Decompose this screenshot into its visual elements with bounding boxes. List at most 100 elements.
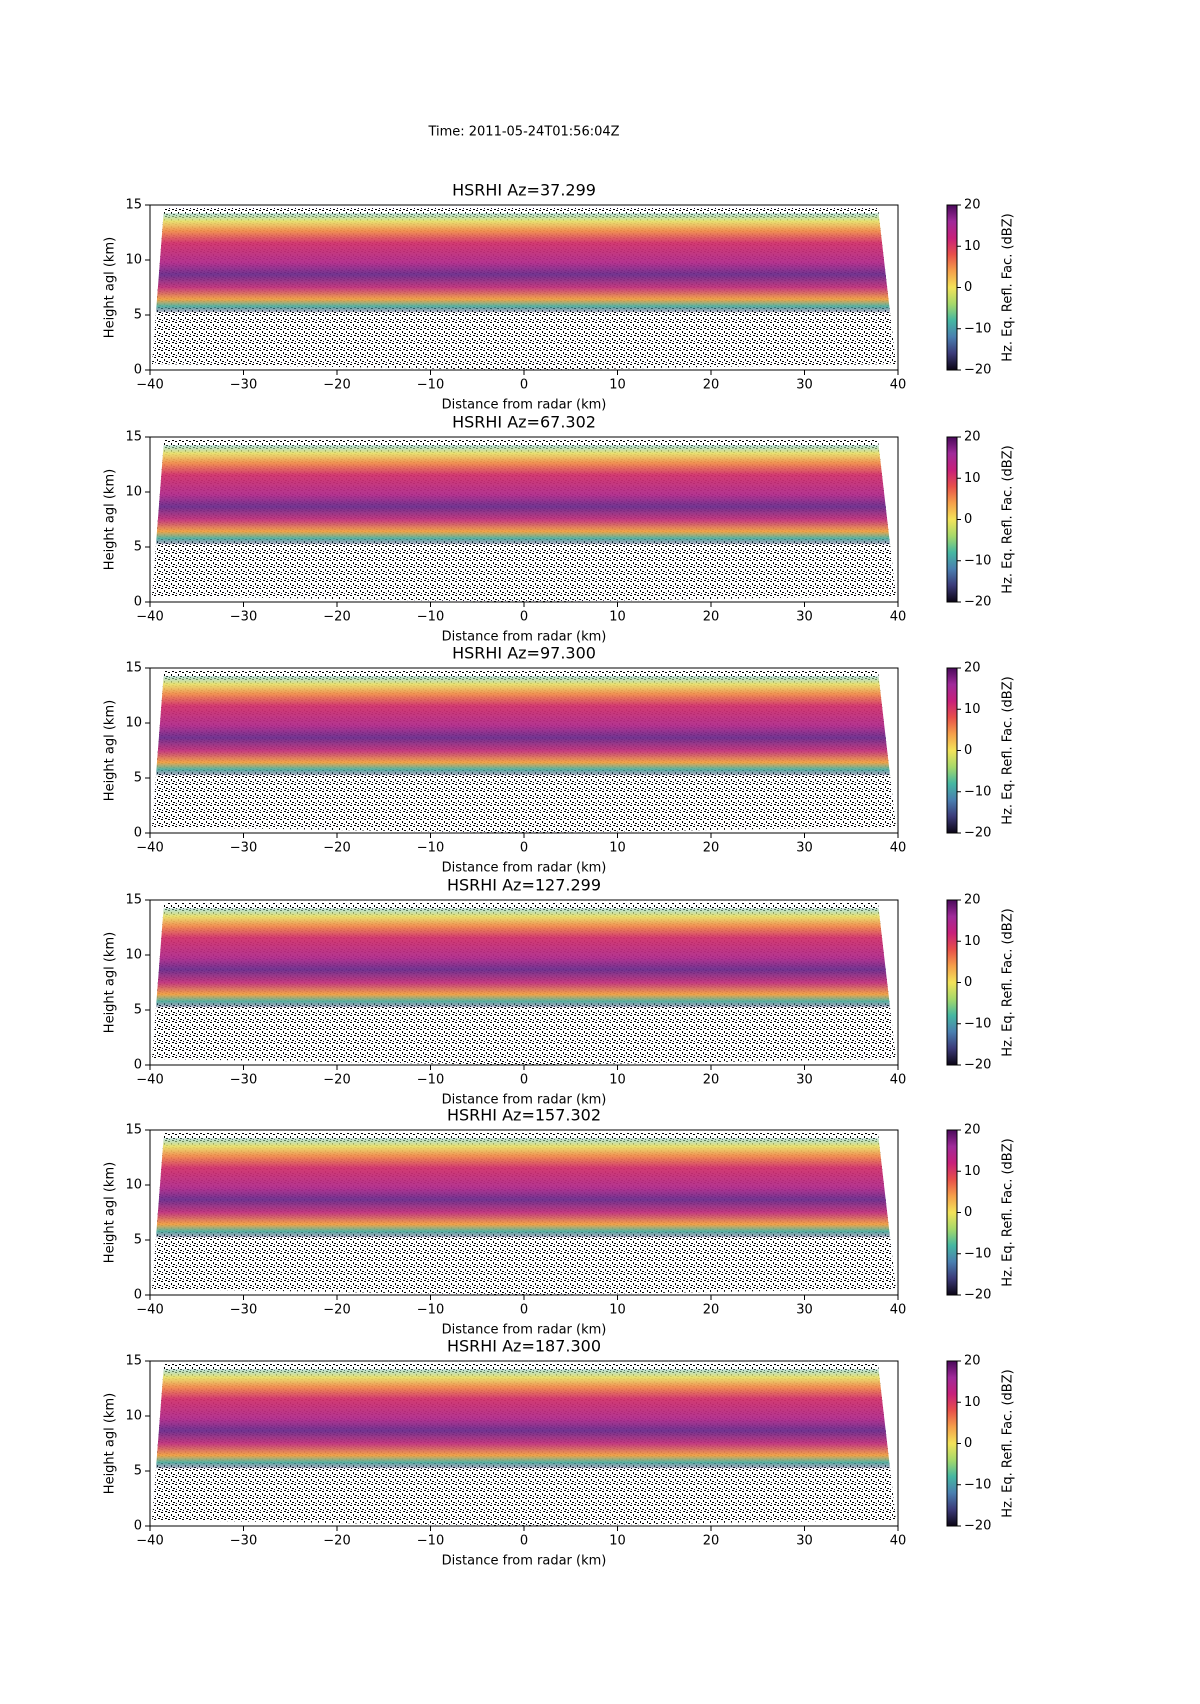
x-axis-label: Distance from radar (km) (442, 1323, 607, 1338)
y-tick-label: 5 (134, 1003, 142, 1018)
x-tick-label: −20 (323, 1073, 350, 1088)
colorbar-tick-label: −10 (964, 784, 991, 799)
panel-title: HSRHI Az=37.299 (452, 181, 596, 200)
echo-layer (152, 1369, 896, 1469)
panel: HSRHI Az=187.300 −40 −30 −20 −10 0 10 20 30 40 Dis… (103, 1337, 1016, 1569)
x-tick-label: −20 (323, 1303, 350, 1318)
colorbar-label: Hz. Eq. Refl. Fac. (dBZ) (1001, 213, 1016, 361)
y-tick-label: 15 (125, 1123, 142, 1138)
colorbar-tick-label: 10 (964, 934, 981, 949)
colorbar-label: Hz. Eq. Refl. Fac. (dBZ) (1001, 1369, 1016, 1517)
echo-layer (152, 213, 896, 313)
x-tick-label: 20 (703, 610, 720, 625)
panel: HSRHI Az=67.302 −40 −30 −20 −10 0 10 20 30 40 Dist… (103, 413, 1016, 645)
x-axis-label: Distance from radar (km) (442, 1554, 607, 1569)
colorbar-tick-label: 10 (964, 239, 981, 254)
x-axis-label: Distance from radar (km) (442, 630, 607, 645)
x-tick-label: −30 (230, 1303, 257, 1318)
colorbar (946, 1129, 958, 1296)
x-tick-label: −20 (323, 1534, 350, 1549)
x-tick-label: 40 (890, 841, 907, 856)
x-tick-label: 20 (703, 1303, 720, 1318)
colorbar-tick-label: 20 (964, 661, 981, 676)
colorbar-tick-label: −10 (964, 1016, 991, 1031)
x-tick-label: −10 (417, 378, 444, 393)
panel-title: HSRHI Az=157.302 (447, 1106, 601, 1125)
colorbar (946, 1360, 958, 1527)
x-tick-label: −10 (417, 841, 444, 856)
colorbar-tick-label: −20 (964, 1058, 991, 1073)
y-tick-label: 10 (125, 948, 142, 963)
x-tick-label: −30 (230, 378, 257, 393)
y-tick-label: 10 (125, 1409, 142, 1424)
x-tick-label: 30 (796, 1534, 813, 1549)
x-tick-label: −10 (417, 1534, 444, 1549)
x-tick-label: 0 (520, 1534, 528, 1549)
y-tick-label: 10 (125, 253, 142, 268)
colorbar-tick-label: −20 (964, 1519, 991, 1534)
colorbar-tick-label: 20 (964, 1123, 981, 1138)
colorbar-tick-label: 0 (964, 1205, 972, 1220)
radar-field (152, 1133, 896, 1295)
x-axis-label: Distance from radar (km) (442, 1093, 607, 1108)
colorbar-tick-label: 10 (964, 702, 981, 717)
colorbar-tick-label: −20 (964, 595, 991, 610)
radar-field (152, 208, 896, 370)
y-tick-label: 0 (134, 1058, 142, 1073)
y-tick-label: 10 (125, 716, 142, 731)
y-tick-label: 15 (125, 1354, 142, 1369)
radar-field (152, 1364, 896, 1526)
y-tick-label: 10 (125, 485, 142, 500)
x-tick-label: −30 (230, 841, 257, 856)
colorbar-tick-label: −20 (964, 826, 991, 841)
y-tick-label: 5 (134, 771, 142, 786)
panel-title: HSRHI Az=187.300 (447, 1337, 601, 1356)
x-tick-label: 10 (609, 610, 626, 625)
y-axis-label: Height agl (km) (103, 1393, 118, 1494)
x-tick-label: 0 (520, 1073, 528, 1088)
x-tick-label: 20 (703, 378, 720, 393)
panel: HSRHI Az=37.299 −40 −30 −20 −10 0 10 20 30 40 Dist… (103, 181, 1016, 413)
x-tick-label: 0 (520, 378, 528, 393)
colorbar-tick-label: −10 (964, 321, 991, 336)
x-tick-label: 10 (609, 1073, 626, 1088)
x-tick-label: −30 (230, 610, 257, 625)
y-axis-label: Height agl (km) (103, 700, 118, 801)
echo-layer (152, 676, 896, 776)
x-tick-label: −30 (230, 1534, 257, 1549)
x-tick-label: 40 (890, 1073, 907, 1088)
x-tick-label: 10 (609, 1303, 626, 1318)
colorbar-tick-label: 20 (964, 430, 981, 445)
radar-field (152, 440, 896, 602)
x-tick-label: 30 (796, 610, 813, 625)
colorbar (946, 899, 958, 1066)
colorbar (946, 436, 958, 603)
x-tick-label: 40 (890, 378, 907, 393)
x-tick-label: −40 (136, 610, 163, 625)
x-tick-label: −40 (136, 1534, 163, 1549)
x-tick-label: 30 (796, 841, 813, 856)
x-tick-label: −20 (323, 841, 350, 856)
colorbar-tick-label: −10 (964, 553, 991, 568)
echo-layer (152, 908, 896, 1008)
colorbar-tick-label: 10 (964, 471, 981, 486)
y-tick-label: 5 (134, 1464, 142, 1479)
colorbar-tick-label: 10 (964, 1164, 981, 1179)
radar-field (152, 671, 896, 833)
x-tick-label: −20 (323, 378, 350, 393)
x-tick-label: −30 (230, 1073, 257, 1088)
x-tick-label: −40 (136, 1073, 163, 1088)
echo-layer (152, 1138, 896, 1238)
colorbar-label: Hz. Eq. Refl. Fac. (dBZ) (1001, 445, 1016, 593)
x-axis-label: Distance from radar (km) (442, 861, 607, 876)
echo-layer (152, 445, 896, 545)
y-tick-label: 15 (125, 661, 142, 676)
x-tick-label: 20 (703, 1073, 720, 1088)
x-tick-label: −10 (417, 1073, 444, 1088)
colorbar-tick-label: 20 (964, 893, 981, 908)
x-tick-label: −10 (417, 1303, 444, 1318)
panel: HSRHI Az=157.302 −40 −30 −20 −10 0 10 20 30 40 Dis… (103, 1106, 1016, 1338)
x-tick-label: 10 (609, 1534, 626, 1549)
colorbar (946, 204, 958, 371)
